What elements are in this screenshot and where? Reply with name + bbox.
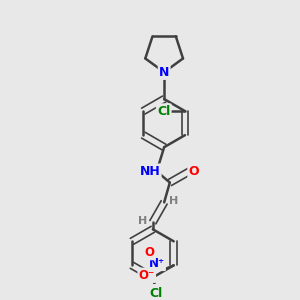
Text: O⁻: O⁻ bbox=[139, 269, 155, 282]
Text: O: O bbox=[145, 246, 154, 259]
Text: NH: NH bbox=[140, 165, 160, 178]
Text: N⁺: N⁺ bbox=[148, 257, 165, 270]
Text: Cl: Cl bbox=[149, 287, 162, 300]
Text: Cl: Cl bbox=[157, 105, 170, 118]
Text: H: H bbox=[169, 196, 179, 206]
Text: H: H bbox=[138, 216, 148, 226]
Text: N: N bbox=[159, 66, 169, 79]
Text: O: O bbox=[189, 165, 199, 178]
